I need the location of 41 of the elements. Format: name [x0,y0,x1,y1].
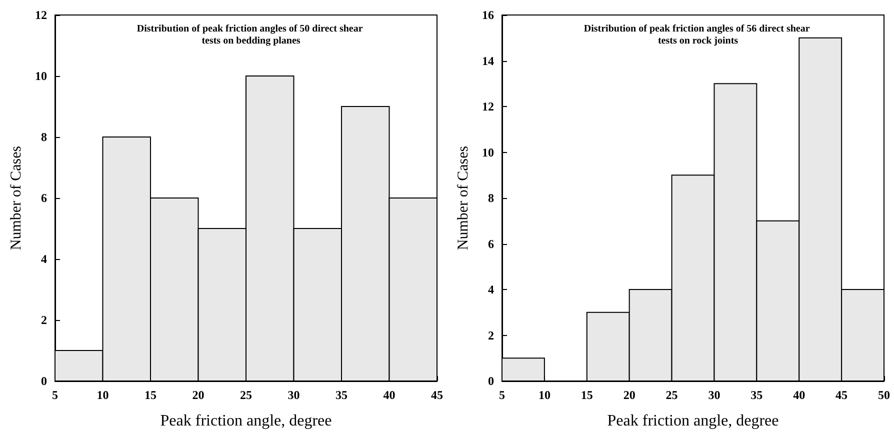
x-tick-label: 25 [240,388,252,402]
y-tick-label: 6 [41,191,47,205]
y-tick-label: 12 [35,8,47,22]
y-tick-label: 14 [482,54,494,68]
x-tick-label: 25 [666,388,678,402]
y-tick-label: 0 [488,374,494,388]
x-tick-label: 35 [750,388,763,402]
x-tick-label: 5 [52,388,58,402]
y-tick-label: 8 [41,130,47,144]
x-tick-label: 30 [708,388,720,402]
x-axis-title: Peak friction angle, degree [607,412,779,430]
x-tick-label: 15 [580,388,593,402]
x-tick-label: 35 [336,388,348,402]
x-tick-label: 30 [288,388,300,402]
y-axis-title: Number of Cases [456,146,472,250]
y-tick-label: 16 [482,8,494,22]
x-tick-label: 40 [793,388,806,402]
y-tick-label: 2 [488,328,494,342]
x-tick-label: 45 [431,388,443,402]
y-tick-label: 0 [41,374,47,388]
x-tick-label: 50 [878,388,890,402]
y-tick-label: 4 [41,252,47,266]
x-tick-label: 5 [499,388,505,402]
x-tick-label: 45 [836,388,848,402]
y-tick-label: 6 [488,236,494,251]
y-tick-label: 4 [488,282,494,296]
x-tick-label: 15 [144,388,156,402]
text: Distribution of peak friction angles of 56 direct shear tests on rock joints [584,24,812,46]
x-axis-title: Peak friction angle, degree [160,412,332,430]
x-tick-label: 10 [538,388,550,402]
y-tick-label: 12 [482,100,494,114]
x-tick-label: 40 [383,388,396,402]
text: Distribution of peak friction angles of 50 direct shear tests on bedding planes [136,24,366,46]
y-axis-title: Number of Cases [8,146,25,250]
y-tick-label: 10 [482,145,494,160]
y-tick-label: 8 [488,191,494,205]
y-tick-label: 10 [35,69,47,83]
x-tick-label: 10 [96,388,109,402]
x-tick-label: 20 [623,388,636,402]
y-tick-label: 2 [41,313,47,327]
x-tick-label: 20 [192,388,204,402]
